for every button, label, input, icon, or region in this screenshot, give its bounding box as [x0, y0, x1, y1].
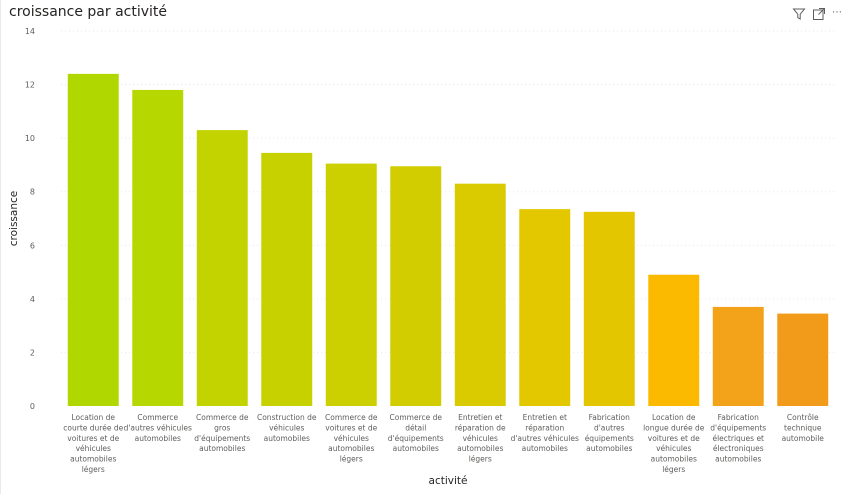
focus-mode-icon[interactable] [812, 6, 826, 20]
y-tick-label: 4 [30, 295, 35, 304]
x-tick-label: Location de courte durée de voitures et de… [63, 413, 123, 474]
bar [454, 183, 506, 406]
x-tick-label: Commerce d'autres véhicules automobiles [124, 413, 192, 443]
y-axis-title: croissance [8, 191, 20, 246]
bar [777, 313, 829, 406]
x-tick-label: Construction de véhicules automobiles [257, 413, 317, 443]
x-tick-label: Commerce de voitures et de véhicules automo… [325, 413, 378, 464]
chart-title: croissance par activité [9, 4, 168, 20]
y-tick-label: 10 [25, 134, 35, 143]
x-tick-label: Fabrication d'autres équipements automobile… [585, 413, 634, 453]
bar [132, 89, 184, 406]
x-tick-label: Fabrication d'équipements électriques et él… [710, 413, 766, 464]
bar [261, 152, 313, 406]
y-tick-label: 14 [25, 27, 35, 36]
bar [519, 209, 571, 406]
bar [712, 306, 764, 406]
bar [648, 274, 700, 406]
y-tick-label: 12 [25, 81, 35, 90]
bar [67, 73, 119, 406]
bar [390, 166, 442, 406]
x-tick-label: Commerce de gros d'équipements automobiles [194, 413, 250, 453]
filter-icon[interactable] [792, 6, 806, 20]
x-tick-label: Contrôle technique automobile [782, 413, 825, 443]
y-tick-label: 0 [30, 402, 35, 411]
bar [583, 211, 635, 406]
x-tick-label: Entretien et réparation de véhicules automo… [455, 413, 506, 464]
y-tick-label: 8 [30, 188, 35, 197]
x-tick-label: Location de longue durée de voitures et de… [643, 413, 705, 474]
bar [325, 163, 377, 406]
x-axis-title: activité [429, 475, 468, 487]
y-tick-label: 2 [30, 348, 35, 357]
y-tick-label: 6 [30, 241, 35, 250]
visual-header-icons: ⋯ [792, 6, 842, 20]
bar [196, 130, 248, 406]
x-tick-label: Commerce de détail d'équipements automobile… [388, 413, 444, 453]
x-tick-label: Entretien et réparation d'autres véhicules… [511, 413, 579, 453]
more-options-icon[interactable]: ⋯ [832, 7, 842, 18]
